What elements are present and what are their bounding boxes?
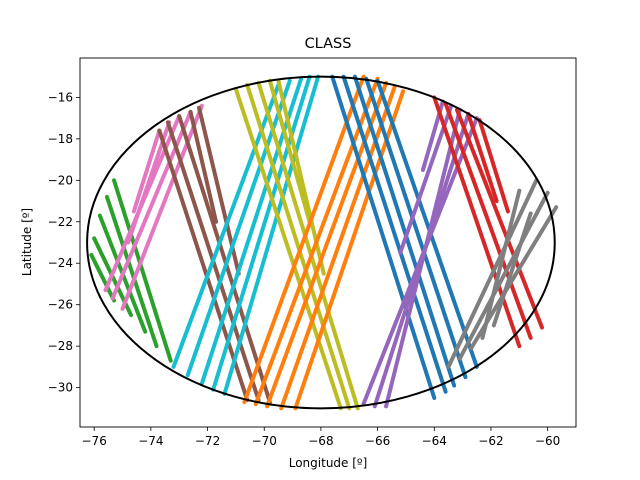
track-line-series-7-3 (352, 74, 457, 388)
track-line-series-1-2 (104, 194, 159, 349)
x-tick-label: −64 (422, 434, 447, 448)
x-tick-label: −70 (252, 434, 277, 448)
track-line-series-5-1 (233, 87, 343, 411)
x-tick-label: −62 (478, 434, 503, 448)
x-tick-label: −66 (365, 434, 390, 448)
track-line-series-10-2 (457, 190, 550, 361)
x-tick-label: −76 (82, 434, 107, 448)
plot-frame (79, 57, 577, 428)
y-tick-label: −28 (48, 339, 73, 353)
track-line-series-9-4 (466, 111, 499, 204)
boundary-ellipse (86, 75, 556, 410)
track-line-series-6-4 (293, 89, 406, 411)
x-tick-label: −74 (138, 434, 163, 448)
track-line-series-7-2 (341, 74, 448, 394)
track-line-series-10-1 (446, 178, 539, 369)
track-line-series-8-4 (398, 103, 454, 255)
y-tick-label: −30 (48, 381, 73, 395)
y-tick-label: −16 (48, 90, 73, 104)
x-tick-label: −72 (195, 434, 220, 448)
track-line-series-2-5 (131, 128, 162, 214)
track-line-series-5-4 (267, 78, 312, 224)
chart-title: CLASS (305, 36, 352, 52)
track-line-series-10-4 (480, 188, 522, 340)
x-axis: −76 −74 −72 −70 −68 −66 −64 −62 −60 (82, 427, 560, 448)
track-line-series-7-4 (364, 76, 468, 380)
track-line-series-6-1 (253, 76, 380, 407)
track-line-series-9-5 (477, 118, 510, 214)
track-line-series-4-4 (211, 74, 312, 392)
y-tick-label: −20 (48, 173, 73, 187)
track-line-series-3-3 (177, 114, 272, 405)
plot-area (86, 74, 559, 411)
track-line-series-3-4 (188, 109, 219, 224)
track-line-series-7-5 (375, 78, 479, 369)
track-line-series-4-5 (222, 74, 321, 396)
track-line-series-6-5 (242, 74, 366, 405)
track-line-series-9-3 (454, 107, 544, 330)
y-tick-label: −18 (48, 132, 73, 146)
y-axis-label: Latitude [º] (20, 208, 34, 276)
track-line-series-8-3 (384, 107, 462, 409)
y-tick-label: −22 (48, 215, 73, 229)
track-line-series-7-1 (330, 74, 437, 400)
track-line-series-5-3 (256, 80, 360, 411)
track-line-series-1-5 (89, 252, 117, 303)
track-line-series-1-1 (112, 178, 173, 363)
track-line-series-6-2 (265, 80, 389, 409)
track-line-series-9-1 (432, 95, 522, 349)
track-line-series-3-1 (157, 128, 250, 403)
track-line-series-10-5 (491, 211, 533, 328)
track-line-series-2-2 (110, 109, 193, 301)
y-tick-label: −26 (48, 298, 73, 312)
track-line-series-9-2 (443, 101, 533, 340)
x-tick-label: −60 (535, 434, 560, 448)
y-axis: −30 −28 −26 −24 −22 −20 −18 −16 (48, 90, 80, 395)
x-tick-label: −68 (308, 434, 333, 448)
y-tick-label: −24 (48, 256, 73, 270)
track-line-series-5-2 (245, 82, 352, 411)
x-axis-label: Longitude [º] (289, 456, 368, 470)
